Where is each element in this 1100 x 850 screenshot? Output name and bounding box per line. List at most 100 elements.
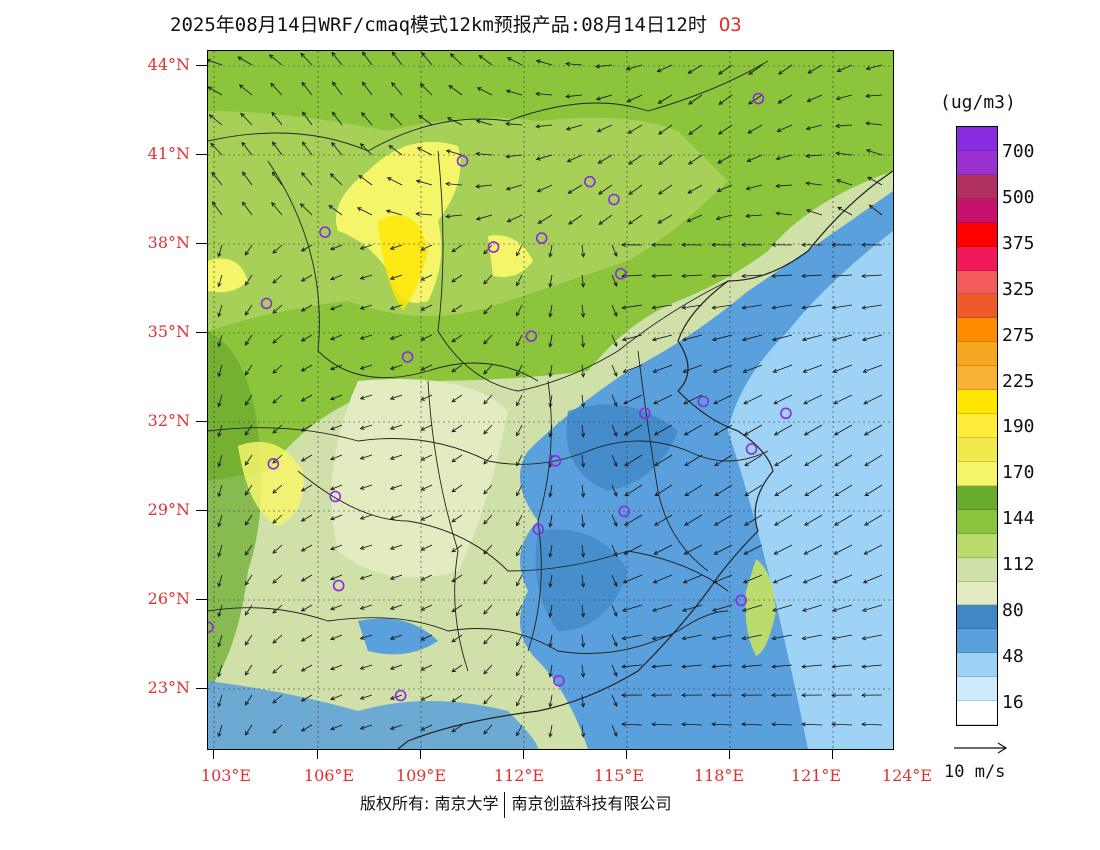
wind-arrow (300, 634, 313, 642)
wind-arrow (801, 634, 823, 641)
wind-arrow (625, 64, 643, 71)
wind-arrow (483, 454, 493, 465)
wind-arrow (865, 149, 883, 156)
legend-label: 700 (1002, 141, 1035, 162)
wind-arrow (831, 693, 853, 698)
wind-arrow (358, 174, 373, 186)
wind-arrow (862, 574, 883, 584)
wind-arrow (516, 334, 523, 347)
legend-colorbar (956, 126, 998, 726)
wind-arrow (713, 394, 733, 405)
o3-hotspot-core (378, 215, 428, 311)
wind-arrow (565, 94, 583, 99)
wind-arrow (389, 574, 403, 580)
wind-arrow (445, 214, 463, 219)
wind-arrow (776, 124, 793, 132)
wind-arrow (483, 664, 493, 675)
wind-arrow (861, 242, 883, 247)
wind-arrow (483, 364, 493, 375)
wind-arrow (505, 89, 523, 96)
wind-arrow (658, 124, 673, 135)
wind-arrow (516, 484, 523, 497)
station-marker (329, 490, 342, 503)
wind-arrow (771, 722, 793, 727)
wind-arrow (420, 664, 433, 671)
wind-arrow (580, 394, 586, 408)
wind-arrow (272, 244, 283, 254)
wind-arrow (359, 574, 373, 580)
wind-arrow (595, 64, 613, 69)
wind-arrow (478, 54, 493, 66)
wind-arrow (548, 424, 553, 438)
wind-arrow (801, 693, 823, 698)
wind-arrow (832, 364, 853, 373)
wind-arrow (861, 634, 883, 641)
wind-arrow (244, 274, 253, 286)
wind-arrow (611, 694, 618, 707)
wind-arrow (864, 484, 883, 497)
wind-arrow (516, 304, 523, 317)
wind-arrow (684, 484, 703, 497)
legend-label: 325 (1002, 279, 1035, 300)
station-marker (780, 407, 792, 420)
wind-arrow (270, 82, 283, 96)
wind-arrow (451, 604, 463, 613)
wind-arrow (580, 574, 586, 588)
wind-arrow (330, 634, 343, 641)
station-marker (208, 621, 214, 633)
wind-arrow (598, 214, 613, 225)
wind-arrow (359, 274, 373, 280)
wind-arrow (597, 154, 613, 164)
wind-arrow (682, 364, 703, 373)
wind-arrow (863, 394, 883, 405)
wind-arrow (804, 514, 823, 526)
wind-arrow (681, 693, 703, 698)
wind-arrow (505, 184, 523, 191)
legend-label: 16 (1002, 692, 1024, 713)
legend-swatch (957, 605, 997, 630)
wind-arrow (300, 694, 313, 702)
legend-label: 112 (1002, 554, 1035, 575)
lon-label-118: 118°E (693, 766, 745, 785)
wind-arrow (748, 64, 763, 75)
wind-arrow (624, 514, 643, 526)
wind-arrow (241, 141, 253, 156)
wind-arrow (330, 724, 343, 731)
wind-arrow (272, 394, 283, 404)
wind-arrow (244, 394, 253, 406)
wind-arrow (805, 124, 823, 131)
wind-arrow (217, 664, 223, 678)
wind-arrow (741, 604, 763, 612)
wind-arrow (331, 142, 343, 156)
wind-arrow (651, 604, 673, 612)
wind-arrow (833, 424, 853, 436)
wind-arrow (580, 724, 586, 738)
legend-swatch (957, 533, 997, 558)
wind-arrow (272, 634, 283, 644)
wind-arrow (686, 214, 703, 222)
wind-arrow (389, 634, 403, 640)
wind-arrow (272, 364, 283, 374)
wind-arrow (451, 724, 463, 733)
o3-zone-darkblue-2 (535, 529, 628, 631)
pollutant-label: O3 (718, 14, 742, 36)
wind-arrow (415, 179, 433, 186)
wind-arrow (771, 664, 793, 669)
legend-swatch (957, 127, 997, 151)
map-title: 2025年08月14日WRF/cmaq模式12km预报产品:08月14日12时 O… (170, 10, 930, 40)
wind-arrow (389, 454, 403, 460)
wind-arrow (775, 154, 793, 161)
wind-arrow (331, 51, 343, 66)
wind-arrow (716, 184, 733, 192)
station-marker (532, 523, 545, 535)
wind-arrow (272, 694, 283, 704)
station-marker (608, 193, 620, 206)
wind-arrow (681, 604, 703, 612)
wind-arrow (715, 214, 733, 221)
legend-swatch (957, 150, 997, 175)
wind-arrow (741, 664, 763, 669)
wind-arrow (359, 334, 373, 340)
wind-arrow (580, 274, 586, 288)
wind-arrow (714, 514, 733, 526)
station-marker (752, 92, 765, 105)
